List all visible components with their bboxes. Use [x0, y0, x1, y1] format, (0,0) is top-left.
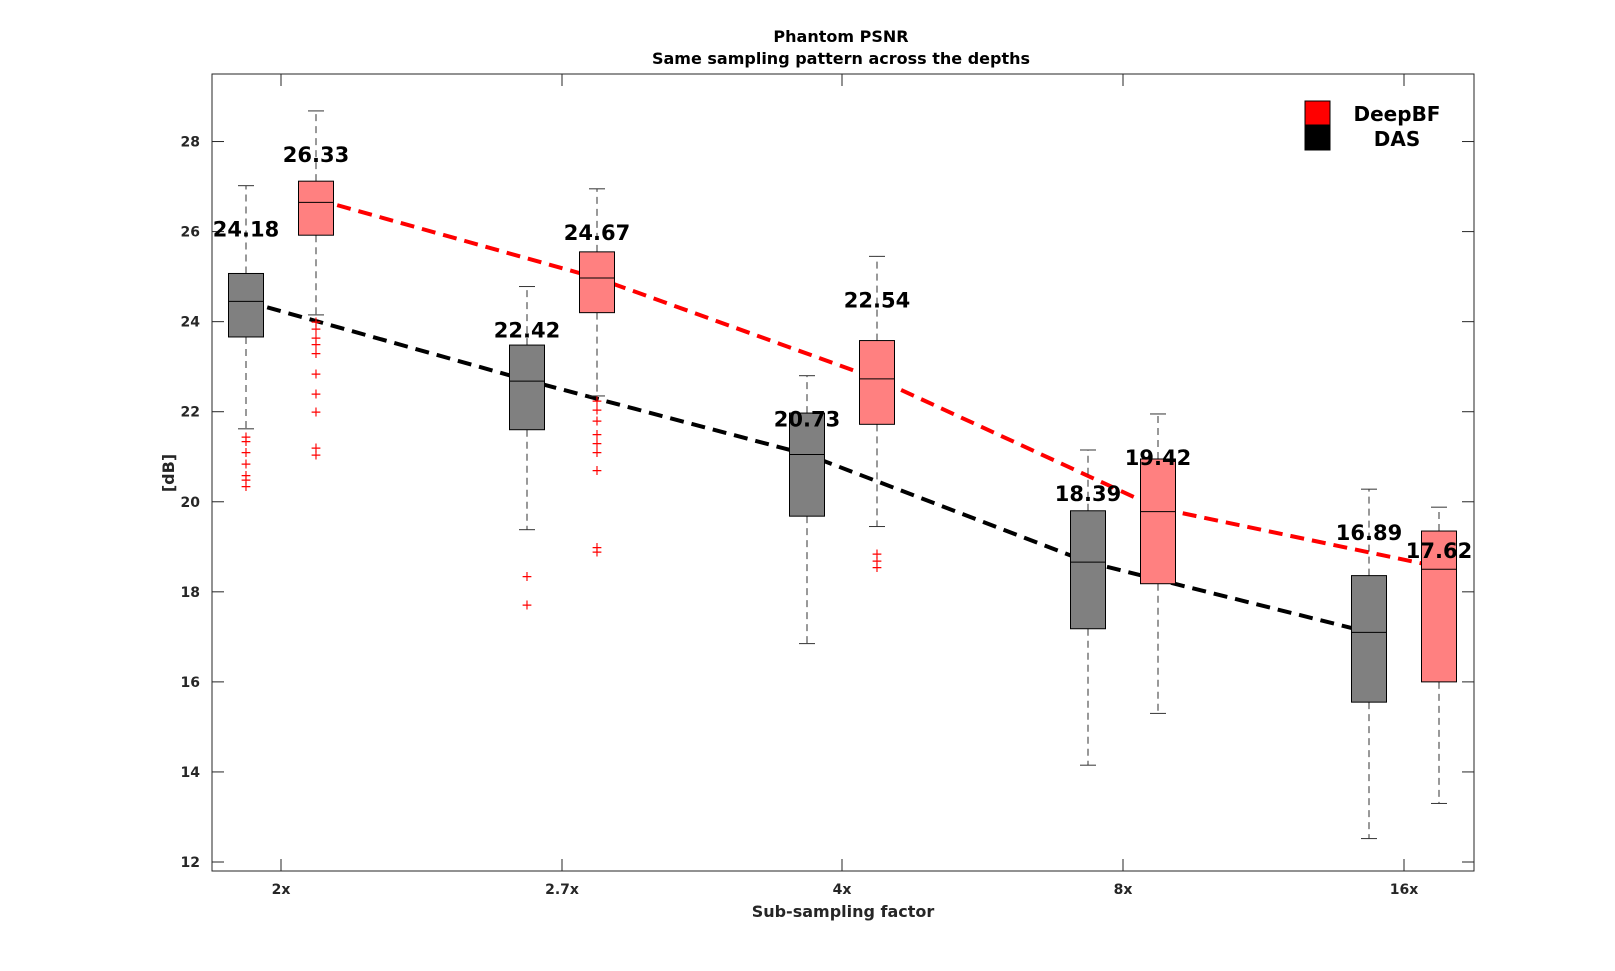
outlier-marker: +	[521, 569, 533, 585]
outlier-marker: +	[871, 560, 883, 576]
box-das-16x	[1351, 488, 1387, 840]
outlier-marker: +	[240, 429, 252, 445]
outlier-marker: +	[310, 330, 322, 346]
box-iqr	[789, 412, 825, 517]
box-iqr	[1351, 575, 1387, 703]
x-axis-label: Sub-sampling factor	[752, 902, 935, 921]
outlier-marker: +	[310, 441, 322, 457]
box-iqr	[1140, 458, 1176, 585]
y-tick-label: 24	[181, 315, 201, 331]
outlier-marker: +	[310, 447, 322, 463]
outlier-marker: +	[310, 387, 322, 403]
plot-area	[211, 73, 1475, 872]
legend-label-das: DAS	[1374, 127, 1420, 151]
outlier-marker: +	[310, 346, 322, 362]
outlier-marker: +	[871, 553, 883, 569]
outlier-marker: +	[591, 393, 603, 409]
box-iqr	[509, 344, 545, 431]
outlier-marker: +	[310, 337, 322, 353]
outlier-marker: +	[871, 547, 883, 563]
outlier-marker: +	[591, 544, 603, 560]
boxes: +++++++++++++++++++ ++++++++++++	[228, 110, 1457, 840]
trend-line-deepbf	[315, 197, 1440, 570]
outlier-marker: +	[240, 445, 252, 461]
box-iqr	[228, 272, 264, 338]
mean-label: 16.89	[1336, 521, 1402, 545]
y-tick-label: 22	[181, 405, 200, 421]
outlier-marker: +	[310, 315, 322, 331]
outlier-marker: +	[591, 436, 603, 452]
outlier-marker: +	[240, 479, 252, 495]
outlier-marker: +	[240, 456, 252, 472]
box-iqr	[1070, 510, 1106, 630]
outlier-marker: +	[591, 402, 603, 418]
outlier-marker: +	[591, 445, 603, 461]
box-das-4x	[789, 375, 825, 645]
y-tick-label: 20	[181, 495, 201, 511]
outlier-marker: +	[591, 540, 603, 556]
y-tick-label: 14	[181, 765, 201, 781]
box-deepbf-2.7x: +++++++++	[579, 188, 615, 560]
y-axis-label: [dB]	[159, 454, 178, 492]
legend-swatch-das	[1304, 125, 1331, 151]
box-deepbf-8x	[1140, 413, 1176, 714]
chart-title: Phantom PSNR	[773, 27, 908, 46]
mean-label: 24.18	[213, 218, 279, 242]
outlier-marker: +	[521, 597, 533, 613]
x-tick-label: 16x	[1390, 882, 1419, 898]
legend-label-deepbf: DeepBF	[1354, 102, 1441, 126]
mean-labels: 26.33 24.67 22.54 19.42 17.62 24.18 22.42 20.73…	[213, 143, 1472, 563]
outlier-marker: +	[310, 321, 322, 337]
x-tick-label: 8x	[1114, 882, 1133, 898]
box-das-8x	[1070, 449, 1106, 766]
mean-label: 17.62	[1406, 539, 1472, 563]
y-tick-label: 16	[181, 675, 200, 691]
chart-subtitle: Same sampling pattern across the depths	[652, 49, 1030, 68]
box-deepbf-2x: ++++++++++	[298, 110, 334, 463]
y-tick-label: 26	[181, 225, 200, 241]
outlier-marker: +	[591, 427, 603, 443]
outlier-marker: +	[240, 468, 252, 484]
mean-label: 19.42	[1125, 446, 1191, 470]
box-das-2.7x: ++	[509, 286, 545, 613]
x-tick-label: 4x	[833, 882, 852, 898]
y-tick-label: 28	[181, 135, 200, 151]
y-tick-label: 12	[181, 855, 200, 871]
mean-label: 22.42	[494, 319, 560, 343]
box-iqr	[1421, 530, 1457, 683]
outlier-marker: +	[591, 414, 603, 430]
x-tick-label: 2x	[272, 882, 291, 898]
box-deepbf-16x	[1421, 506, 1457, 804]
outlier-marker: +	[310, 405, 322, 421]
box-iqr	[579, 251, 615, 314]
box-das-2x: +++++++	[228, 185, 264, 495]
mean-label: 24.67	[564, 221, 630, 245]
y-tick-label: 18	[181, 585, 200, 601]
outlier-marker: +	[240, 472, 252, 488]
legend-swatch-deepbf	[1304, 100, 1331, 126]
box-deepbf-4x: +++	[859, 255, 895, 576]
mean-label: 22.54	[844, 288, 910, 312]
mean-label: 26.33	[283, 143, 349, 167]
x-tick-label: 2.7x	[545, 882, 579, 898]
axis-ticks: 12 14 16 18 20 22 24 26 28 2x 2.7x 4x 8x 16x	[181, 74, 1474, 898]
outlier-marker: +	[240, 434, 252, 450]
outlier-marker: +	[310, 366, 322, 382]
box-iqr	[859, 340, 895, 425]
outlier-marker: +	[591, 463, 603, 479]
mean-label: 20.73	[774, 408, 840, 432]
box-iqr	[298, 180, 334, 236]
mean-label: 18.39	[1055, 482, 1121, 506]
